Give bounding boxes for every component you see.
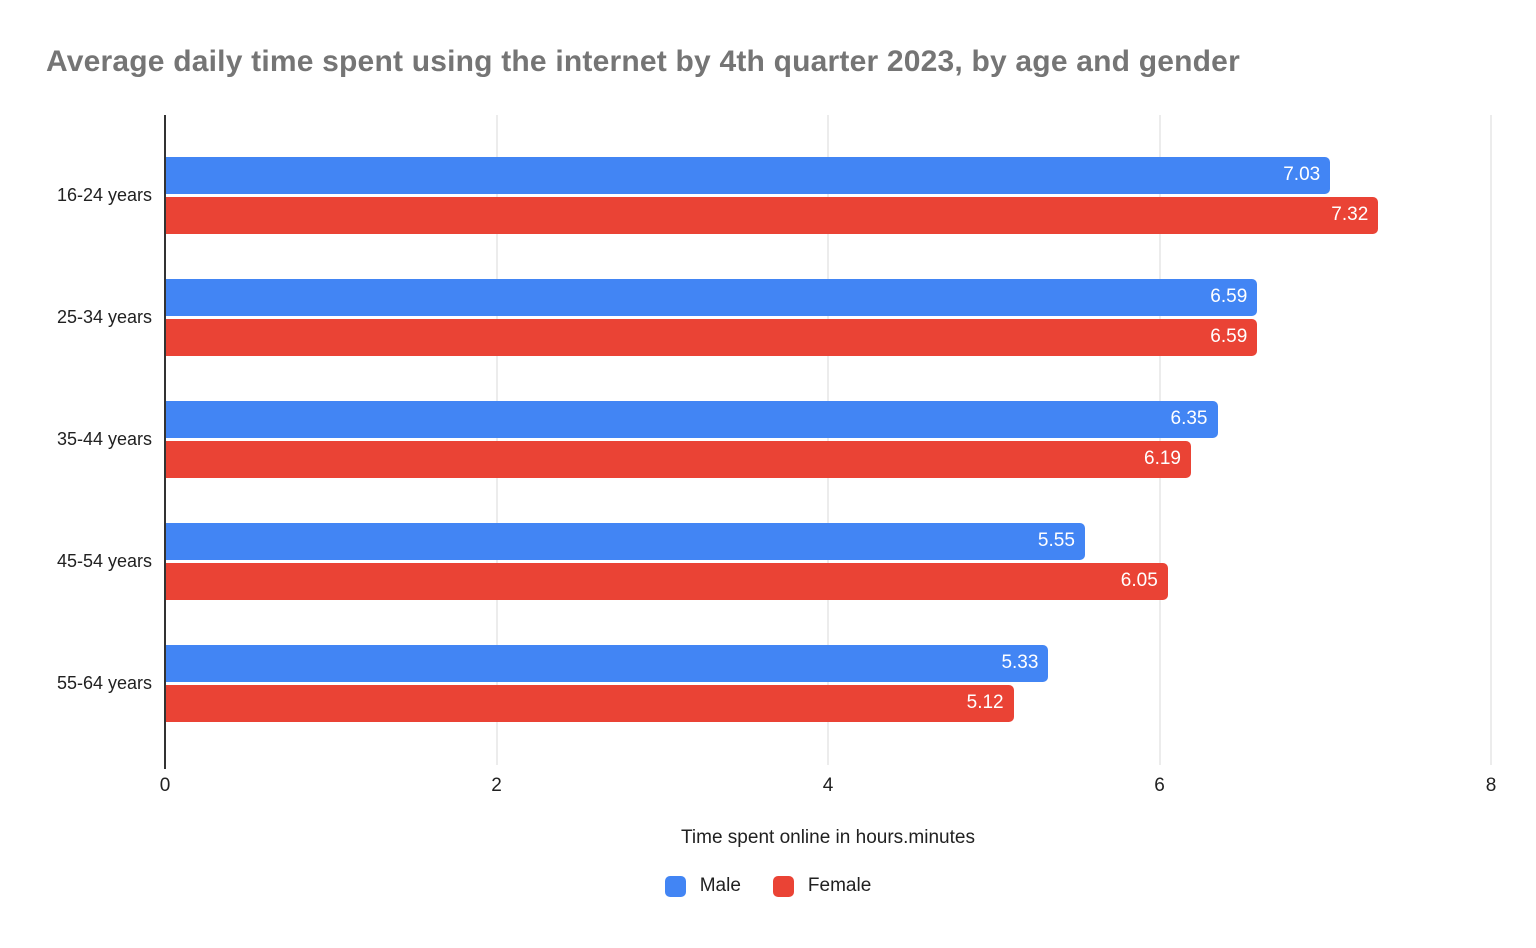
bar-male-55-64[interactable]: 5.33 [165, 644, 1049, 682]
legend: Male Female [0, 875, 1536, 897]
bar-male-16-24[interactable]: 7.03 [165, 156, 1331, 194]
bar-group-35-44: 6.35 6.19 [165, 378, 1491, 500]
legend-label: Male [699, 875, 741, 896]
bar-rows: 7.03 7.32 6.59 6.59 6.35 [165, 115, 1491, 744]
x-axis-tick: 0 [159, 775, 171, 796]
gridline [1159, 115, 1160, 765]
x-axis-tick: 4 [822, 775, 834, 796]
bar-female-55-64[interactable]: 5.12 [165, 684, 1014, 722]
bar-group-16-24: 7.03 7.32 [165, 134, 1491, 256]
chart-container: Average daily time spent using the inter… [0, 45, 1536, 948]
bar-value-label: 6.19 [1144, 448, 1181, 469]
y-axis-labels: 16-24 years 25-34 years 35-44 years 45-5… [0, 115, 165, 765]
bar-value-label: 6.35 [1170, 408, 1208, 429]
bar-group-45-54: 5.55 6.05 [165, 500, 1491, 622]
bar-group-25-34: 6.59 6.59 [165, 256, 1491, 378]
bar-value-label: 5.33 [1001, 652, 1039, 673]
bar-female-25-34[interactable]: 6.59 [165, 318, 1258, 356]
bar-male-35-44[interactable]: 6.35 [165, 400, 1218, 438]
y-axis-label: 25-34 years [56, 306, 152, 327]
bar-value-label: 6.59 [1210, 326, 1248, 347]
gridline [496, 115, 497, 765]
gridline [1490, 115, 1492, 765]
bar-male-45-54[interactable]: 5.55 [165, 522, 1085, 560]
gridline [827, 115, 829, 765]
bar-value-label: 5.12 [966, 692, 1004, 713]
bar-value-label: 6.05 [1120, 570, 1158, 591]
y-axis-label: 35-44 years [56, 428, 152, 449]
bar-female-45-54[interactable]: 6.05 [165, 562, 1168, 600]
female-legend-swatch-icon [772, 875, 794, 897]
male-legend-swatch-icon [664, 875, 686, 897]
legend-item-female: Female [772, 875, 872, 897]
bar-group-55-64: 5.33 5.12 [165, 622, 1491, 744]
chart-title: Average daily time spent using the inter… [46, 45, 1240, 78]
bar-female-16-24[interactable]: 7.32 [165, 196, 1379, 234]
x-axis: 0 2 4 6 8 [160, 775, 1497, 799]
x-axis-tick: 8 [1485, 775, 1497, 796]
legend-item-male: Male [664, 875, 741, 897]
y-axis-label: 16-24 years [56, 184, 152, 205]
x-axis-tick: 2 [491, 775, 502, 796]
y-axis-baseline [164, 115, 166, 769]
plot-area: 7.03 7.32 6.59 6.59 6.35 [164, 115, 1492, 769]
bar-value-label: 6.59 [1210, 286, 1248, 307]
y-axis-label: 55-64 years [56, 672, 152, 693]
legend-label: Female [807, 875, 872, 896]
bar-value-label: 5.55 [1037, 530, 1075, 551]
bar-female-35-44[interactable]: 6.19 [165, 440, 1191, 478]
plot-region: 16-24 years 25-34 years 35-44 years 45-5… [0, 115, 1536, 769]
x-axis-title: Time spent online in hours.minutes [681, 827, 975, 848]
bar-value-label: 7.03 [1283, 164, 1321, 185]
y-axis-label: 45-54 years [56, 550, 152, 571]
bar-male-25-34[interactable]: 6.59 [165, 278, 1258, 316]
x-axis-tick: 6 [1154, 775, 1165, 796]
bar-value-label: 7.32 [1331, 204, 1369, 225]
